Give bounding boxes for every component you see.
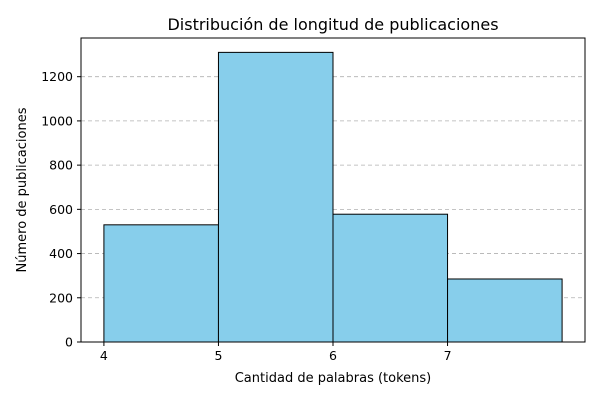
bars <box>103 51 563 343</box>
y-tick-label: 200 <box>49 290 73 305</box>
y-tick-label: 1000 <box>41 113 73 128</box>
histogram-bar <box>447 278 563 343</box>
x-tick-label: 7 <box>444 348 452 363</box>
x-tick-label: 5 <box>214 348 222 363</box>
x-axis-label: Cantidad de palabras (tokens) <box>235 371 432 386</box>
chart-title: Distribución de longitud de publicacione… <box>167 15 498 34</box>
y-tick-label: 600 <box>49 202 73 217</box>
y-tick-label: 400 <box>49 246 73 261</box>
y-tick-label: 0 <box>65 335 73 350</box>
histogram-bar <box>332 213 449 343</box>
histogram-bar <box>103 224 219 343</box>
x-axis-ticks: 4 5 6 7 <box>100 342 452 363</box>
y-axis-ticks: 0 200 400 600 800 1000 1200 <box>41 69 81 350</box>
y-tick-label: 1200 <box>41 69 73 84</box>
x-tick-label: 4 <box>100 348 108 363</box>
histogram-bar <box>217 51 334 343</box>
y-tick-label: 800 <box>49 158 73 173</box>
x-tick-label: 6 <box>329 348 337 363</box>
y-axis-label: Número de publicaciones <box>15 107 30 272</box>
